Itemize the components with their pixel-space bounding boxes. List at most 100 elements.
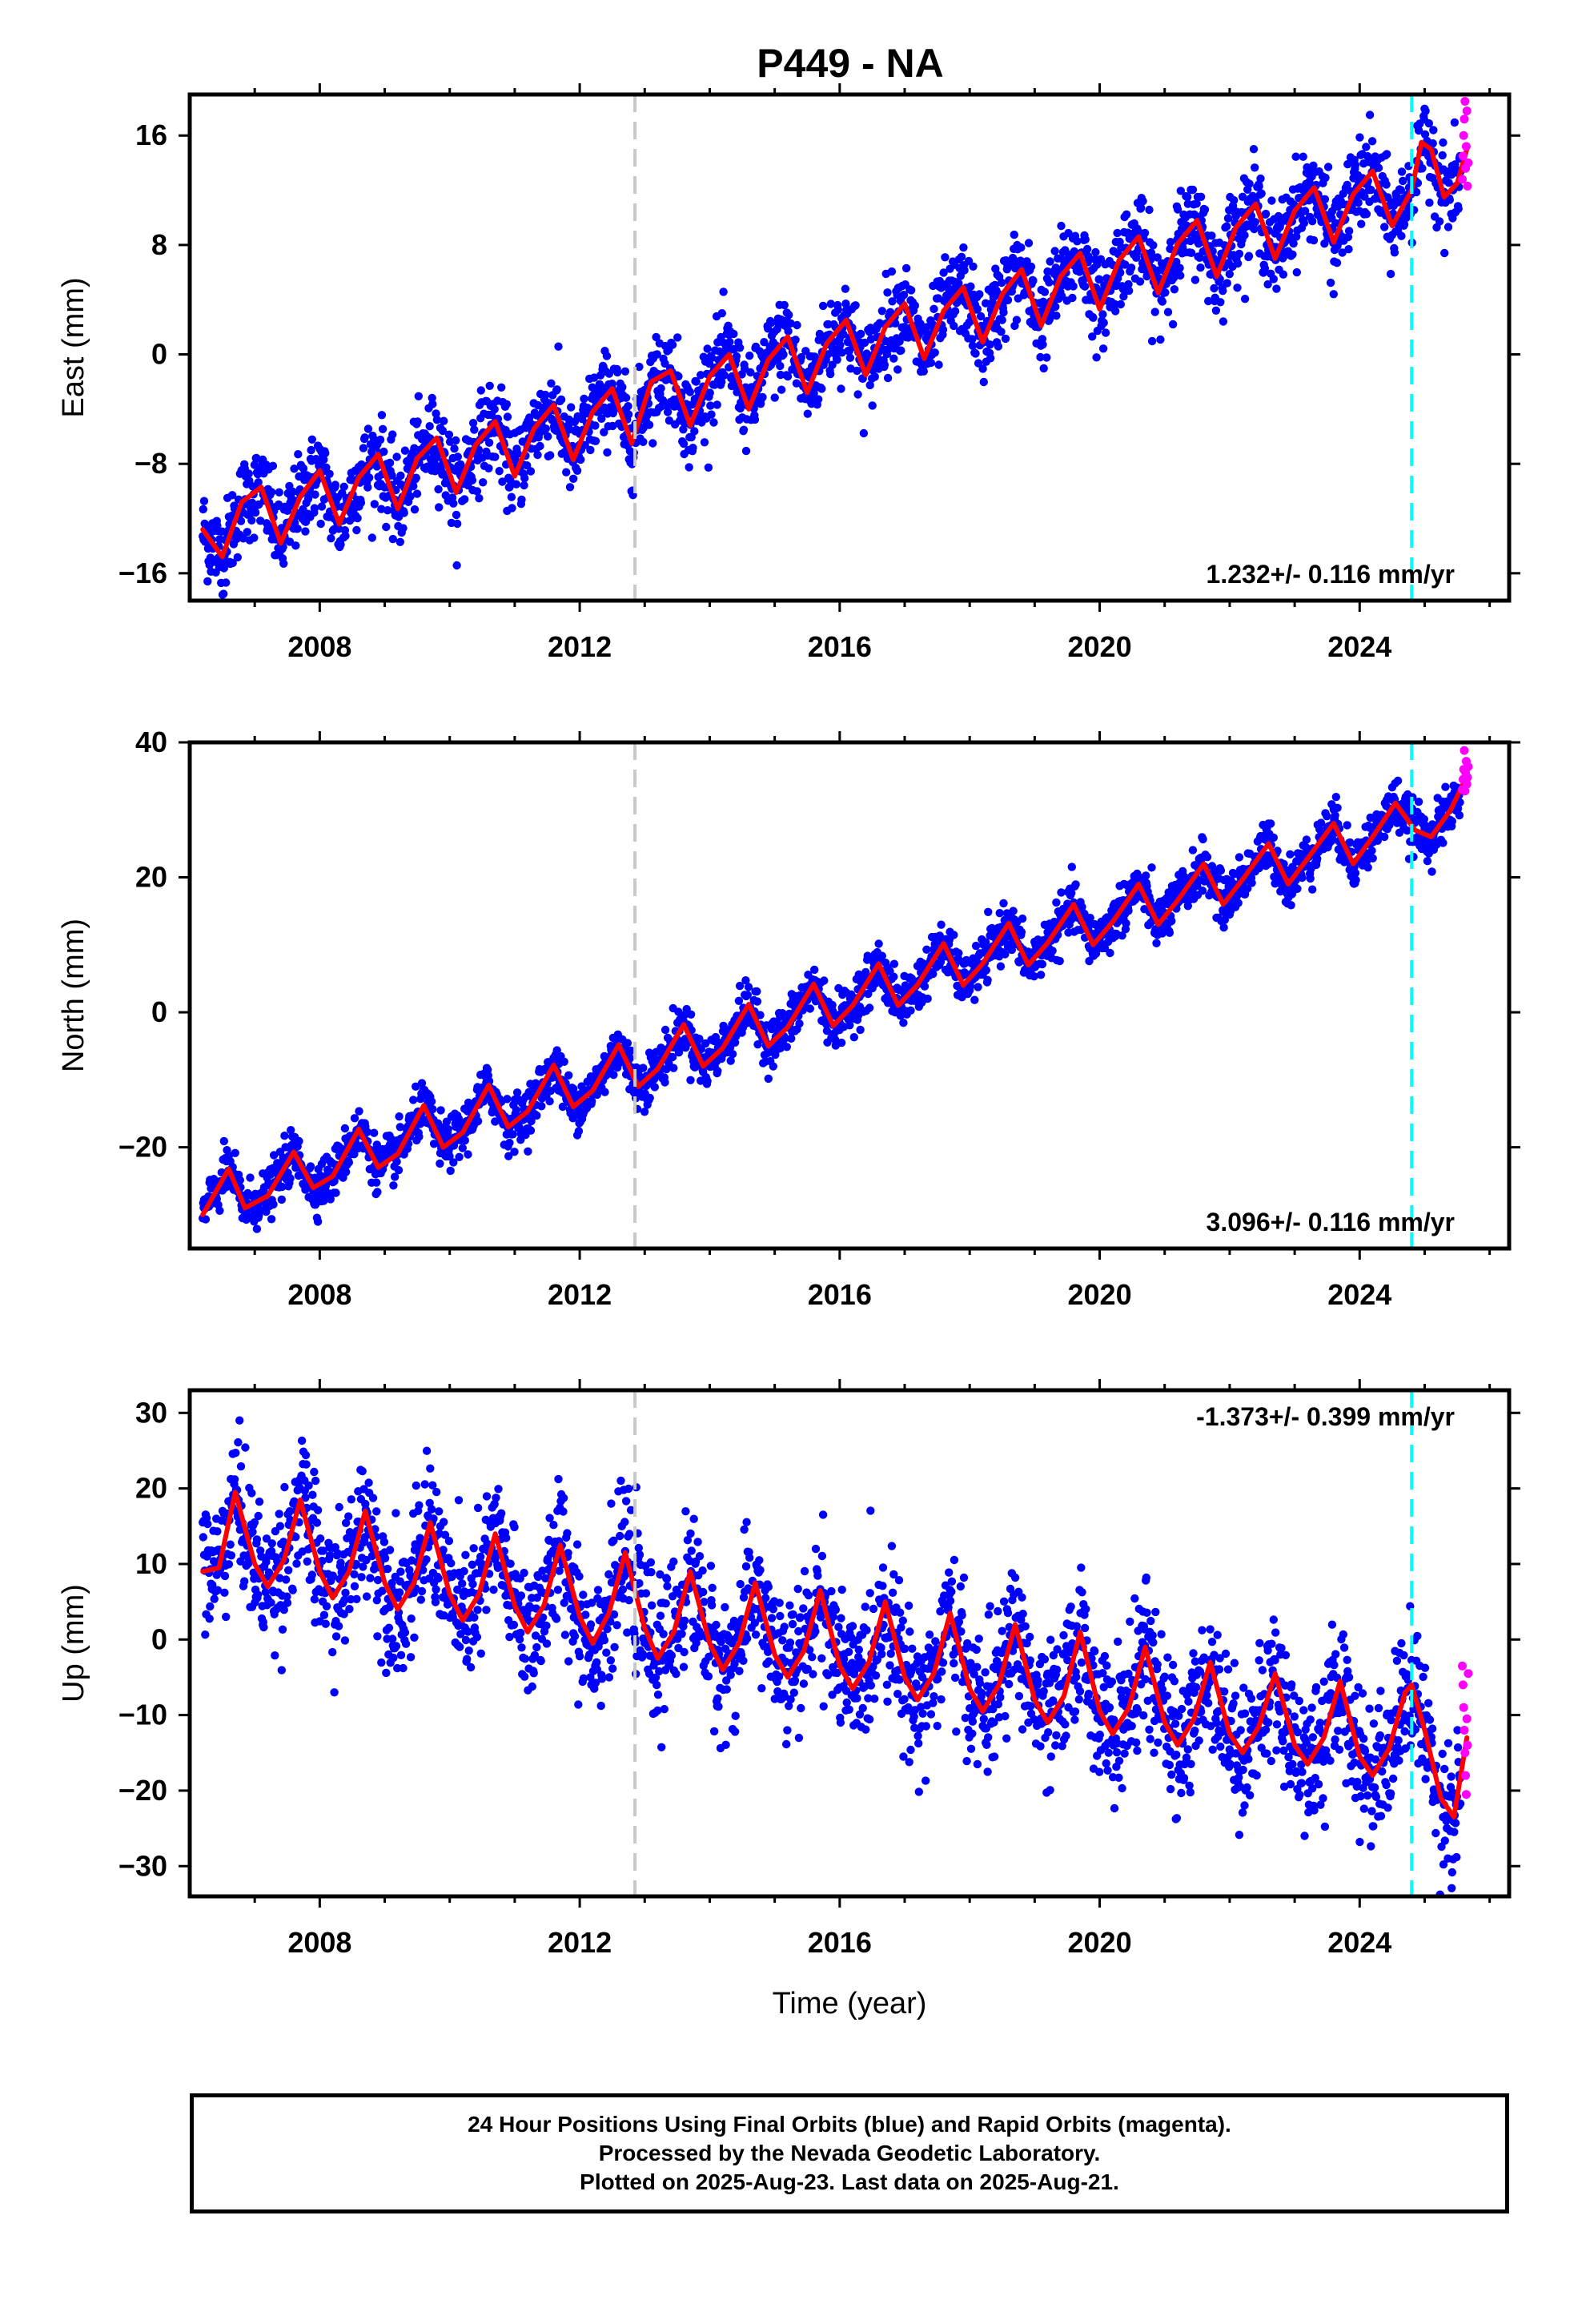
final-orbit-point <box>709 418 717 426</box>
final-orbit-point <box>779 351 787 359</box>
final-orbit-point <box>1071 880 1079 888</box>
final-orbit-point <box>1091 248 1099 256</box>
final-orbit-point <box>1002 335 1010 343</box>
final-orbit-point <box>1267 196 1275 204</box>
panels-group: 2008 2012 2016 2020 2024−16−80816East (mm)1.… <box>57 79 1520 2020</box>
final-orbit-point <box>701 438 709 446</box>
final-orbit-point <box>869 401 877 409</box>
final-orbit-point <box>974 305 982 313</box>
final-orbit-point <box>1435 217 1443 225</box>
final-orbit-point <box>547 380 555 388</box>
final-orbit-point <box>888 267 896 275</box>
final-orbit-point <box>837 384 845 392</box>
final-orbit-point <box>1368 137 1376 145</box>
final-orbit-point <box>1366 111 1374 119</box>
final-orbit-point <box>1196 263 1204 271</box>
final-orbit-point <box>1382 180 1390 188</box>
final-orbit-point <box>307 1162 315 1170</box>
final-orbit-point <box>219 589 227 597</box>
final-orbit-point <box>1045 278 1053 286</box>
final-orbit-point <box>389 535 397 543</box>
final-orbit-point <box>413 417 421 425</box>
final-orbit-point <box>479 478 487 486</box>
final-orbit-point <box>1191 275 1199 283</box>
final-orbit-point <box>491 452 499 460</box>
final-orbit-point <box>341 1124 349 1132</box>
final-orbit-point <box>883 288 891 296</box>
final-orbit-point <box>651 1083 659 1091</box>
final-orbit-point <box>564 1072 572 1080</box>
final-orbit-point <box>449 500 457 508</box>
final-orbit-point <box>1455 205 1463 213</box>
final-orbit-point <box>1245 179 1253 187</box>
final-orbit-point <box>251 509 259 517</box>
final-orbit-point <box>1138 197 1146 205</box>
final-orbit-point <box>618 383 626 391</box>
final-orbit-point <box>473 487 481 495</box>
final-orbit-point <box>922 946 930 954</box>
final-orbit-point <box>703 1077 711 1085</box>
final-orbit-point <box>331 480 339 489</box>
final-orbit-point <box>920 368 928 376</box>
final-orbit-point <box>562 468 570 476</box>
final-orbit-point <box>1189 846 1197 854</box>
final-orbit-point <box>370 1129 378 1137</box>
final-orbit-point <box>1250 145 1258 153</box>
final-orbit-point <box>504 412 512 420</box>
final-orbit-point <box>355 1107 363 1115</box>
final-orbit-point <box>823 1027 831 1035</box>
final-orbit-point <box>1444 223 1452 231</box>
final-orbit-point <box>372 1179 380 1187</box>
final-orbit-point <box>331 1188 339 1196</box>
rapid-orbit-point <box>1464 159 1472 167</box>
final-orbit-point <box>742 447 750 455</box>
final-orbit-point <box>911 301 919 309</box>
final-orbit-point <box>1270 834 1278 842</box>
final-orbit-point <box>203 577 211 585</box>
final-orbit-point <box>1042 353 1050 361</box>
final-orbit-point <box>837 1039 845 1047</box>
final-orbit-point <box>365 473 373 481</box>
final-orbit-point <box>428 400 436 408</box>
final-orbit-point <box>1293 268 1301 276</box>
final-orbit-point <box>600 1088 608 1096</box>
final-orbit-point <box>833 356 841 364</box>
final-orbit-point <box>1321 195 1329 203</box>
final-orbit-point <box>785 311 793 319</box>
final-orbit-point <box>745 983 753 991</box>
final-orbit-point <box>1038 340 1046 348</box>
final-orbit-point <box>853 390 861 398</box>
final-orbit-point <box>1041 287 1049 296</box>
final-orbit-point <box>1387 270 1395 278</box>
x-tick-label: 2008 <box>287 630 351 663</box>
final-orbit-point <box>1141 229 1149 237</box>
final-orbit-point <box>1439 151 1447 159</box>
final-orbit-point <box>491 405 499 413</box>
final-orbit-point <box>975 290 983 298</box>
final-orbit-point <box>1451 119 1459 127</box>
final-orbit-point <box>1117 300 1125 308</box>
final-orbit-point <box>998 316 1006 324</box>
final-orbit-point <box>286 1174 294 1182</box>
final-orbit-point <box>997 963 1005 971</box>
final-orbit-point <box>954 949 962 957</box>
final-orbit-point <box>703 344 711 352</box>
y-tick-label: −8 <box>135 447 167 480</box>
final-orbit-point <box>426 422 434 430</box>
final-orbits-scatter <box>199 79 1464 617</box>
y-tick-label: −16 <box>118 557 167 589</box>
final-orbit-point <box>1004 296 1012 304</box>
final-orbit-point <box>1398 167 1406 175</box>
final-orbit-point <box>1425 199 1433 207</box>
final-orbit-point <box>542 424 550 432</box>
final-orbit-point <box>386 459 394 467</box>
final-orbit-point <box>1161 288 1169 296</box>
final-orbit-point <box>639 438 647 446</box>
final-orbit-point <box>477 386 485 394</box>
final-orbit-point <box>685 463 693 471</box>
panel-north: 2008 2012 2016 2020 2024−2002040North (mm)3.… <box>57 726 1520 1311</box>
final-orbit-point <box>1025 239 1033 247</box>
final-orbit-point <box>999 899 1007 907</box>
final-orbit-point <box>622 394 630 402</box>
final-orbit-point <box>497 384 505 392</box>
